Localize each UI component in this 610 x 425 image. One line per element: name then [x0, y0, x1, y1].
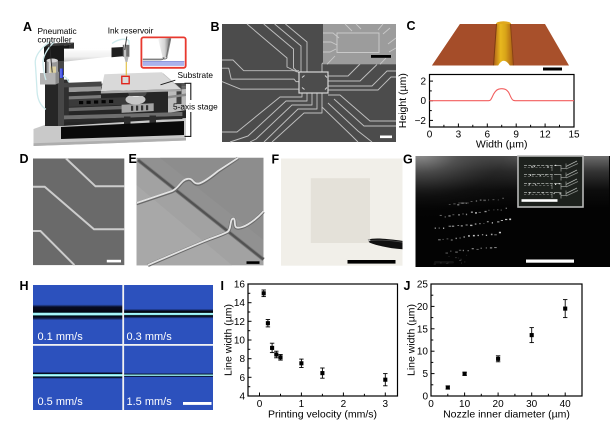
svg-text:D: D: [20, 152, 29, 166]
svg-text:B: B: [211, 20, 220, 34]
svg-text:Width (µm): Width (µm): [476, 139, 528, 151]
svg-text:10: 10: [459, 399, 471, 410]
svg-text:2: 2: [341, 399, 347, 410]
svg-text:3: 3: [383, 399, 389, 410]
svg-text:6: 6: [485, 130, 491, 141]
svg-text:10: 10: [234, 336, 246, 347]
svg-text:Pneumatic: Pneumatic: [38, 26, 77, 36]
svg-text:H: H: [20, 279, 29, 293]
svg-text:16: 16: [234, 280, 246, 291]
svg-text:I: I: [221, 279, 224, 293]
svg-text:15: 15: [417, 324, 429, 335]
svg-text:40: 40: [560, 399, 572, 410]
svg-text:15: 15: [568, 130, 580, 141]
svg-text:controller: controller: [38, 35, 72, 45]
svg-text:20: 20: [417, 302, 429, 313]
svg-text:E: E: [129, 152, 137, 166]
svg-text:20: 20: [493, 399, 505, 410]
svg-text:G: G: [403, 153, 413, 167]
svg-text:0: 0: [427, 130, 433, 141]
svg-text:C: C: [407, 19, 416, 33]
svg-text:0.3 mm/s: 0.3 mm/s: [127, 331, 173, 343]
svg-text:−2: −2: [415, 116, 427, 127]
svg-text:0: 0: [422, 392, 428, 403]
svg-text:25: 25: [417, 280, 429, 291]
svg-text:1.5 mm/s: 1.5 mm/s: [127, 396, 173, 408]
svg-text:A: A: [23, 20, 32, 34]
svg-text:6: 6: [239, 373, 245, 384]
svg-text:5: 5: [422, 369, 428, 380]
svg-text:0.1 mm/s: 0.1 mm/s: [38, 331, 84, 343]
svg-text:30: 30: [526, 399, 538, 410]
svg-text:12: 12: [234, 317, 246, 328]
svg-text:Nozzle inner diameter (µm): Nozzle inner diameter (µm): [443, 409, 570, 421]
svg-text:Line width (µm): Line width (µm): [406, 304, 418, 376]
svg-text:1: 1: [299, 399, 305, 410]
svg-text:2: 2: [420, 77, 426, 88]
svg-text:12: 12: [540, 130, 552, 141]
svg-text:0: 0: [428, 399, 434, 410]
svg-text:4: 4: [239, 392, 245, 403]
svg-text:8: 8: [239, 354, 245, 365]
svg-text:J: J: [404, 279, 411, 293]
svg-text:Ink reservoir: Ink reservoir: [108, 26, 154, 36]
svg-text:Substrate: Substrate: [178, 70, 214, 80]
svg-text:9: 9: [513, 130, 519, 141]
svg-text:Line width (µm): Line width (µm): [223, 304, 235, 376]
svg-text:10: 10: [417, 347, 429, 358]
svg-text:0.5 mm/s: 0.5 mm/s: [38, 396, 84, 408]
svg-text:Height (µm): Height (µm): [397, 73, 409, 128]
svg-text:0: 0: [420, 96, 426, 107]
svg-text:Printing velocity (mm/s): Printing velocity (mm/s): [268, 409, 377, 421]
svg-text:14: 14: [234, 298, 246, 309]
svg-text:0: 0: [257, 399, 263, 410]
svg-text:3: 3: [456, 130, 462, 141]
svg-text:5-axis stage: 5-axis stage: [173, 102, 218, 112]
svg-text:F: F: [272, 153, 280, 167]
